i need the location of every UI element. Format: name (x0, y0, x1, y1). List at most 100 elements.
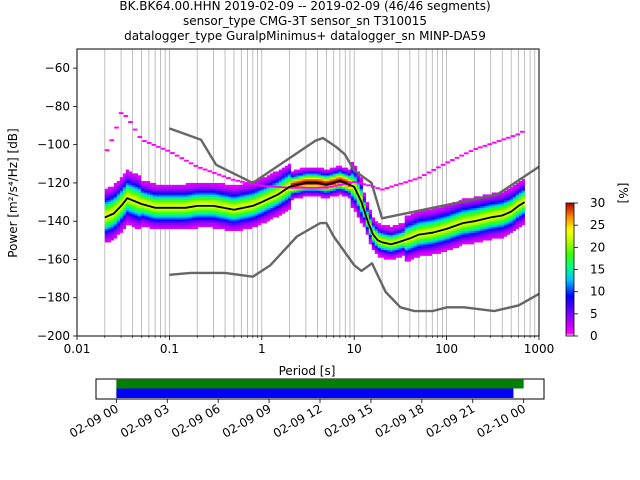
histogram-cell (155, 207, 160, 210)
histogram-cell (293, 175, 298, 178)
histogram-cell (440, 234, 445, 237)
histogram-cell (221, 213, 226, 216)
histogram-cell (170, 217, 175, 220)
histogram-cell (155, 215, 160, 218)
histogram-cell (317, 194, 322, 197)
histogram-cell (194, 225, 199, 228)
histogram-cell (437, 238, 442, 241)
histogram-cell (422, 209, 427, 212)
histogram-cell (119, 192, 124, 195)
histogram-cell (167, 196, 172, 199)
histogram-cell (242, 194, 247, 197)
histogram-cell (377, 223, 382, 226)
histogram-cell (278, 188, 283, 191)
histogram-cell (278, 169, 283, 172)
histogram-cell (341, 167, 346, 170)
histogram-cell (347, 188, 352, 191)
histogram-cell (407, 247, 412, 251)
histogram-cell (455, 203, 460, 207)
histogram-cell (440, 221, 445, 224)
histogram-cell (359, 184, 364, 187)
histogram-cell (515, 215, 519, 218)
outlier-cell (146, 142, 152, 144)
histogram-cell (458, 234, 463, 237)
histogram-cell (428, 219, 433, 222)
histogram-cell (131, 203, 136, 207)
histogram-cell (332, 179, 337, 182)
histogram-cell (362, 202, 367, 205)
histogram-cell (155, 190, 160, 193)
histogram-cell (311, 194, 316, 197)
histogram-cell (356, 188, 361, 191)
histogram-cell (254, 223, 259, 226)
histogram-cell (206, 182, 211, 186)
histogram-cell (449, 217, 454, 220)
histogram-cell (137, 186, 142, 189)
histogram-cell (308, 182, 313, 186)
histogram-cell (497, 217, 501, 220)
histogram-cell (506, 232, 510, 235)
histogram-cell (209, 196, 214, 199)
histogram-cell (521, 215, 525, 218)
histogram-cell (287, 203, 292, 207)
histogram-cell (485, 234, 489, 237)
histogram-cell (395, 225, 400, 228)
histogram-cell (428, 230, 433, 233)
histogram-cell (194, 223, 199, 226)
histogram-cell (191, 200, 196, 203)
outlier-cell (174, 154, 180, 157)
histogram-cell (404, 251, 409, 254)
histogram-cell (134, 202, 139, 205)
histogram-cell (428, 209, 433, 212)
histogram-cell (419, 226, 424, 230)
histogram-cell (500, 196, 504, 199)
outlier-cell (184, 159, 189, 162)
histogram-cell (191, 223, 196, 226)
histogram-cell (164, 186, 169, 189)
histogram-cell (377, 238, 382, 241)
histogram-cell (503, 202, 507, 205)
histogram-cell (233, 188, 238, 191)
histogram-cell (266, 194, 271, 197)
histogram-cell (200, 209, 205, 212)
histogram-cell (182, 190, 187, 193)
histogram-cell (104, 207, 109, 210)
histogram-cell (503, 228, 507, 231)
histogram-cell (479, 205, 483, 209)
histogram-cell (410, 253, 415, 256)
histogram-cell (152, 200, 157, 203)
histogram-cell (110, 205, 115, 209)
colorbar-tick-label: 0 (590, 329, 598, 343)
histogram-cell (284, 196, 289, 199)
histogram-cell (419, 213, 424, 216)
histogram-cell (482, 198, 486, 201)
histogram-cell (392, 246, 397, 249)
histogram-cell (497, 225, 501, 228)
histogram-cell (113, 205, 118, 209)
histogram-cell (167, 188, 172, 191)
histogram-cell (269, 194, 274, 197)
histogram-cell (491, 203, 495, 207)
histogram-cell (119, 228, 124, 231)
histogram-cell (377, 234, 382, 237)
histogram-cell (173, 200, 178, 203)
histogram-cell (149, 209, 154, 212)
outlier-cell (156, 145, 161, 148)
histogram-cell (224, 226, 229, 230)
histogram-cell (416, 215, 421, 218)
histogram-cell (386, 257, 391, 260)
histogram-cell (113, 207, 118, 210)
histogram-cell (275, 171, 280, 174)
histogram-cell (377, 247, 382, 251)
histogram-cell (218, 211, 223, 214)
histogram-cell (137, 182, 142, 186)
histogram-cell (509, 202, 513, 205)
histogram-cell (515, 207, 519, 210)
outlier-cell (394, 184, 399, 187)
histogram-cell (185, 226, 190, 230)
histogram-cell (206, 207, 211, 210)
histogram-cell (236, 209, 241, 212)
histogram-cell (461, 228, 466, 231)
histogram-cell (254, 213, 259, 216)
histogram-cell (452, 219, 457, 222)
